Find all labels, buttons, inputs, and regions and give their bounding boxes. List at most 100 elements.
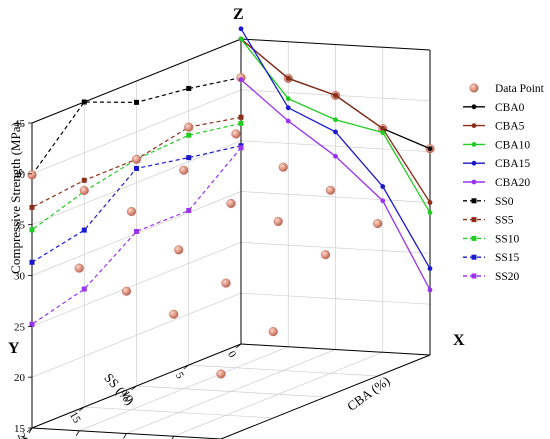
legend-marker (471, 254, 477, 260)
x-axis-front-edge (220, 354, 431, 439)
x-axis-letter: X (453, 332, 465, 349)
y-tick-mark (183, 364, 189, 370)
legend-item: CBA10 (463, 139, 530, 151)
legend-marker (471, 142, 477, 147)
z-tick-label: 20 (14, 372, 26, 384)
cba-series-marker (427, 266, 433, 271)
legend-label: SS0 (495, 196, 514, 208)
legend-label: SS20 (495, 271, 520, 283)
y-tick-mark (79, 406, 85, 412)
data-point (126, 206, 136, 216)
y-tick-mark (131, 385, 137, 391)
legend-item: SS10 (463, 233, 520, 245)
ss-series-marker (29, 321, 35, 327)
data-point (121, 286, 131, 296)
legend-label: SS5 (495, 215, 514, 227)
ss-series-marker (134, 165, 139, 171)
ss-series-marker (29, 259, 35, 265)
z-tick-label: 30 (14, 271, 26, 283)
grid-line (136, 385, 326, 398)
z-tick-label: 25 (14, 321, 26, 333)
x-tick-mark (123, 433, 127, 439)
y-tick-label: 20 (15, 431, 31, 439)
legend-marker (471, 235, 477, 241)
ss-series-marker (134, 228, 139, 234)
legend-label: CBA0 (495, 102, 525, 114)
ss-series-marker (186, 85, 192, 91)
legend-marker (471, 198, 477, 204)
ss-series-marker (81, 227, 87, 233)
data-point (74, 263, 84, 273)
data-point (321, 250, 331, 260)
legend-item-data-point: Data Point (469, 83, 545, 95)
ss-series-marker (134, 99, 139, 105)
data-point (216, 369, 226, 379)
ss-series-marker (81, 286, 87, 292)
cba-series-marker (380, 130, 386, 136)
y-axis-letter: Y (8, 340, 20, 357)
ss-series-marker (81, 177, 87, 183)
cba-series-marker (285, 75, 291, 81)
y-tick-mark (235, 343, 242, 349)
frame-edge (240, 38, 431, 51)
data-point (226, 198, 236, 208)
data-point (273, 216, 283, 226)
cba-series-marker (238, 26, 244, 32)
ss-series-marker (29, 204, 35, 210)
data-point (373, 218, 383, 228)
z-axis-label: Compressive Strength (MPa) (8, 122, 23, 274)
legend-marker (471, 123, 477, 128)
y-tick-label: 5 (173, 370, 186, 381)
data-point (174, 245, 184, 255)
legend-label: Data Point (495, 83, 545, 95)
legend-label: CBA20 (495, 177, 530, 189)
ss-series-marker (29, 227, 35, 233)
z-axis-letter: Z (233, 6, 244, 23)
data-point (221, 278, 231, 288)
legend-label: CBA5 (495, 121, 525, 133)
legend-item: SS20 (463, 271, 520, 283)
cba-series-marker (238, 77, 244, 83)
cba-series-marker (427, 146, 433, 152)
z-tick-label: 15 (14, 423, 26, 435)
cba-series-marker (380, 184, 386, 189)
legend-marker (471, 104, 477, 110)
legend: Data Point CBA0 CBA5 CBA10 CBA15 CBA20 SS0 SS5 S… (463, 83, 545, 283)
ss-series-marker (238, 120, 244, 126)
cba-series-marker (285, 118, 291, 124)
legend-item: SS0 (463, 196, 514, 208)
ss-series-marker (186, 155, 192, 161)
legend-item: CBA0 (463, 102, 525, 114)
y-tick-label: 0 (225, 349, 238, 360)
cba-series-marker (285, 105, 291, 111)
ss-series-marker (81, 99, 87, 105)
ss-series-marker (186, 132, 192, 138)
x-tick-mark (75, 430, 80, 436)
ss-series-marker (186, 207, 192, 213)
data-point (131, 154, 141, 164)
cba-series-marker (333, 129, 338, 135)
legend-data-point-marker (469, 83, 479, 93)
legend-label: SS15 (495, 252, 520, 264)
data-point (278, 162, 288, 172)
cba-series-marker (238, 36, 244, 42)
data-point (184, 122, 194, 132)
legend-marker (471, 273, 477, 279)
data-point (231, 129, 241, 139)
z-tick-label: 45 (14, 118, 26, 130)
cba-series (238, 26, 433, 293)
cba-series-marker (427, 210, 433, 216)
z-tick-label: 40 (14, 169, 26, 181)
grid-line (84, 406, 274, 419)
data-point (169, 309, 179, 319)
cba-series-marker (333, 92, 338, 98)
cba-series-marker (380, 198, 386, 204)
x-tick-mark (28, 427, 33, 434)
legend-item: CBA15 (463, 158, 530, 170)
data-point (27, 170, 37, 180)
legend-item: CBA5 (463, 121, 525, 133)
legend-item: SS15 (463, 252, 520, 264)
cba-series-marker (427, 287, 433, 293)
cba-series-marker (380, 126, 386, 131)
